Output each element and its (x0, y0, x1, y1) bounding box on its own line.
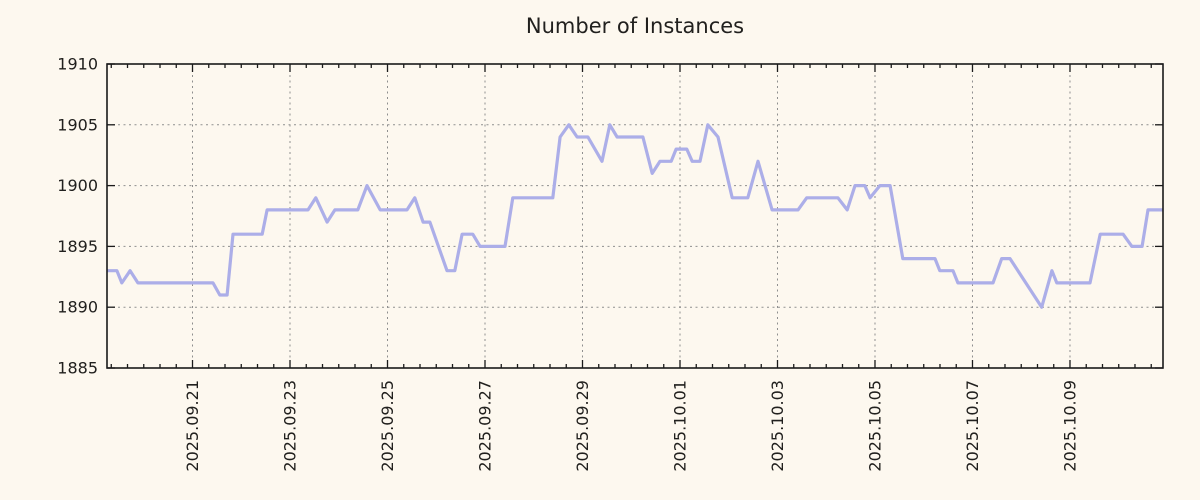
x-tick-label: 2025.09.29 (573, 380, 592, 472)
chart-title: Number of Instances (525, 14, 745, 38)
plot-border (106, 63, 1164, 369)
x-tick-label: 2025.09.25 (378, 380, 397, 472)
y-tick-label: 1910 (57, 55, 98, 74)
x-tick-label: 2025.10.09 (1060, 380, 1079, 472)
x-tick-label: 2025.10.01 (670, 380, 689, 472)
y-tick-label: 1905 (57, 115, 98, 134)
x-tick-label: 2025.10.05 (865, 380, 884, 472)
series-line-instances (107, 123, 1164, 309)
x-tick-label: 2025.10.03 (768, 380, 787, 472)
y-tick-label: 1900 (57, 176, 98, 195)
x-tick-label: 2025.09.21 (183, 380, 202, 472)
x-tick-label: 2025.09.27 (475, 380, 494, 472)
y-tick-label: 1885 (57, 359, 98, 378)
x-tick-label: 2025.09.23 (281, 380, 300, 472)
x-tick-label: 2025.10.07 (963, 380, 982, 472)
y-tick-label: 1890 (57, 298, 98, 317)
y-tick-label: 1895 (57, 237, 98, 256)
